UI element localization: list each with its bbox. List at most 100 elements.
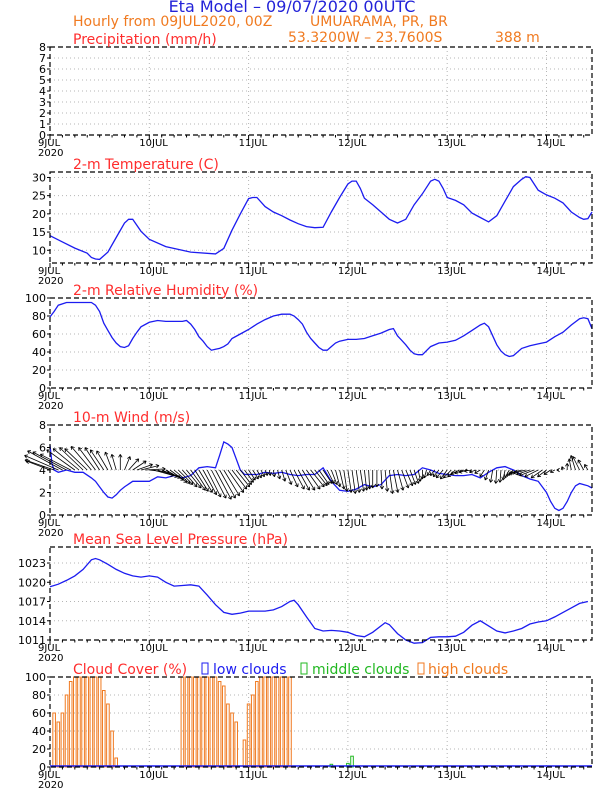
x-date-label: 12JUL: [338, 391, 367, 402]
elevation-label: 388 m: [495, 30, 540, 46]
wind-vector-arrow: [417, 469, 423, 482]
x-date-label: 12JUL: [338, 643, 367, 654]
x-date-label: 11JUL: [239, 643, 268, 654]
x-date-label: 9JUL: [38, 138, 61, 149]
wind-vector-arrow: [70, 446, 92, 471]
cloud-bar-high: [180, 676, 185, 768]
y-tick-label: 100: [25, 671, 46, 684]
wind-vector-arrow: [422, 469, 428, 479]
wind-vector-arrow: [374, 470, 380, 488]
wind-vector-arrow: [248, 469, 256, 481]
y-tick-label: 7: [39, 52, 46, 65]
wind-vector-arrow: [52, 448, 80, 471]
y-tick-label: 1017: [18, 596, 46, 609]
wind-vector-arrow: [549, 469, 555, 473]
wind-vector-arrow: [206, 469, 222, 498]
wind-vector-arrow: [543, 469, 551, 475]
x-date-label: 14JUL: [536, 391, 565, 402]
wind-vector-arrow: [89, 449, 105, 471]
wind-vector-arrow: [186, 469, 202, 489]
rh-series-line: [49, 301, 593, 358]
cloud-panel: 0 20 40 60 80 100 9JUL 10JUL 11JUL 12JUL 13JUL 14JU…: [25, 662, 593, 791]
wind-vector-arrow: [429, 469, 436, 476]
y-tick-label: 60: [32, 328, 46, 341]
y-tick-label: 20: [32, 743, 46, 756]
wind-vector-arrow: [128, 458, 140, 471]
wind-vector-arrow: [165, 469, 185, 481]
wind-vector-arrow: [231, 469, 248, 490]
wind-vector-arrow: [347, 469, 353, 493]
cloud-bar-high: [60, 712, 65, 768]
cloud-bar-high: [226, 703, 230, 768]
header: Eta Model – 09/07/2020 00UTC Hourly from…: [73, 0, 540, 46]
wind-vector-arrow: [384, 469, 390, 492]
cloud-bar-high: [234, 721, 238, 768]
temp-series-line: [49, 176, 593, 261]
wind-vector-arrow: [194, 469, 209, 492]
wind-vector-arrow: [318, 469, 330, 485]
x-date-label: 14JUL: [536, 138, 565, 149]
wind-vector-arrow: [285, 469, 293, 485]
x-date-label: 12JUL: [338, 138, 367, 149]
mslp-series-line: [49, 557, 589, 644]
wind-vector-arrow: [497, 469, 503, 483]
y-tick-label: 4: [39, 85, 46, 98]
x-date-label: 12JUL: [338, 770, 367, 781]
x-year-label: 2020: [38, 528, 63, 539]
wind-vector-arrow: [84, 447, 100, 471]
x-date-label: 10JUL: [139, 266, 168, 277]
legend-low-swatch: [201, 662, 209, 675]
cloud-bar-high: [213, 676, 218, 768]
wind-vector-arrow: [488, 469, 494, 483]
wind-vector-arrow: [530, 469, 543, 479]
wind-vector-arrow: [289, 469, 299, 488]
cloud-bar-high: [263, 676, 267, 768]
mslp-panel: 1011 1014 1017 1020 1023 9JUL 10JUL 11JUL 12JUL 1…: [18, 532, 593, 664]
mslp-title: Mean Sea Level Pressure (hPa): [73, 532, 288, 548]
wind-vector-arrow: [39, 453, 71, 471]
plot-frame: [49, 546, 593, 641]
wind-vector-arrow: [493, 469, 499, 484]
cloud-bar-high: [110, 730, 114, 768]
cloud-bar-high: [81, 676, 85, 768]
wind-vector-arrow: [469, 469, 477, 474]
y-tick-label: 4: [39, 464, 46, 477]
wind-vector-arrow: [59, 447, 84, 471]
y-tick-label: 30: [32, 171, 46, 184]
wind-vector-arrow: [560, 466, 565, 471]
cloud-title: Cloud Cover (%): [73, 662, 187, 678]
cloud-bar-high: [188, 676, 193, 768]
y-tick-label: 80: [32, 689, 46, 702]
wind-vector-arrow: [124, 456, 131, 471]
x-date-label: 14JUL: [536, 770, 565, 781]
wind-vector-arrow: [223, 469, 240, 497]
x-date-label: 10JUL: [139, 770, 168, 781]
y-tick-label: 100: [25, 292, 46, 305]
cloud-bar-high: [68, 681, 73, 768]
x-date-label: 11JUL: [239, 266, 268, 277]
x-date-label: 11JUL: [239, 770, 268, 781]
cloud-bar-high: [77, 676, 81, 768]
y-tick-label: 0: [39, 382, 46, 395]
wind-panel: 0 2 4 6 8 9JUL 10JUL 11JUL 12JUL 13JUL 14JUL 2020 10…: [24, 410, 593, 539]
wind-vector-arrow: [351, 469, 358, 494]
cloud-bar-middle: [350, 755, 354, 768]
x-date-label: 13JUL: [437, 518, 466, 529]
wind-vector-arrow: [24, 454, 59, 471]
cloud-bar-high: [201, 676, 205, 768]
wind-vector-arrow: [27, 450, 63, 471]
wind-vector-arrow: [335, 469, 342, 488]
location-label: UMUARAMA, PR, BR: [310, 14, 448, 30]
wind-vector-arrow: [367, 469, 372, 490]
wind-vector-arrow: [565, 463, 570, 470]
wind-vector-arrow: [64, 448, 88, 471]
y-tick-label: 1020: [18, 576, 46, 589]
wind-vector-arrow: [370, 470, 375, 489]
wind-vector-arrow: [110, 454, 117, 471]
wind-vector-arrow: [435, 469, 444, 479]
cloud-legend: low clouds middle clouds high clouds: [201, 662, 508, 678]
x-date-label: 14JUL: [536, 518, 565, 529]
cloud-bar-high: [89, 676, 94, 768]
x-year-label: 2020: [38, 148, 63, 159]
